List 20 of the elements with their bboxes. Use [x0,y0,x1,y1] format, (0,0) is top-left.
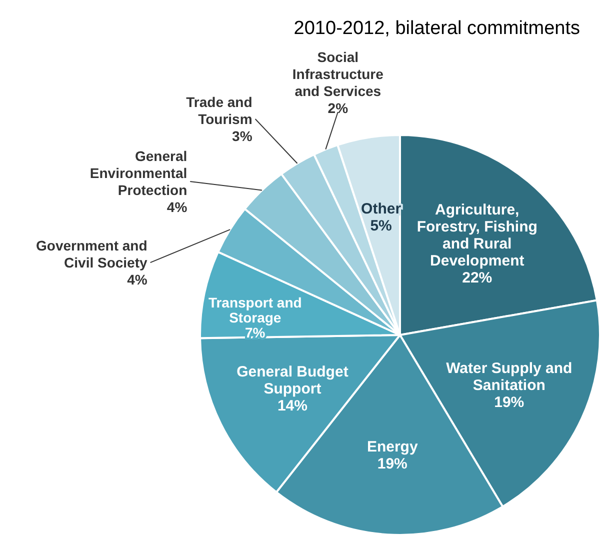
slice-label: Other [361,200,402,218]
slice-label: Transport and Storage [208,294,302,326]
data-label: 4% [127,271,148,288]
data-label: 3% [232,128,253,144]
slice-label: Agriculture, Forestry, Fishing and Rural Development [416,201,538,270]
slice-label: General Budget Support [236,364,348,398]
slice-label: Trade and Tourism [186,94,252,127]
slice-label: Social Infrastructure and Services [292,48,384,99]
data-label: 19% [494,394,524,412]
data-label: 2% [328,100,349,116]
chart-title: 2010-2012, bilateral commitments [294,18,580,39]
data-label: 4% [166,198,188,215]
data-label: 14% [277,398,308,415]
data-label: 19% [377,456,408,473]
slice-label: General Environmental Protection [90,148,188,198]
slice-label: Water Supply and Sanitation [446,360,572,394]
slice-label: Government and Civil Society [36,237,148,270]
slice-label: Energy [366,438,418,456]
data-label: 22% [462,269,492,286]
data-label: 5% [370,217,392,234]
